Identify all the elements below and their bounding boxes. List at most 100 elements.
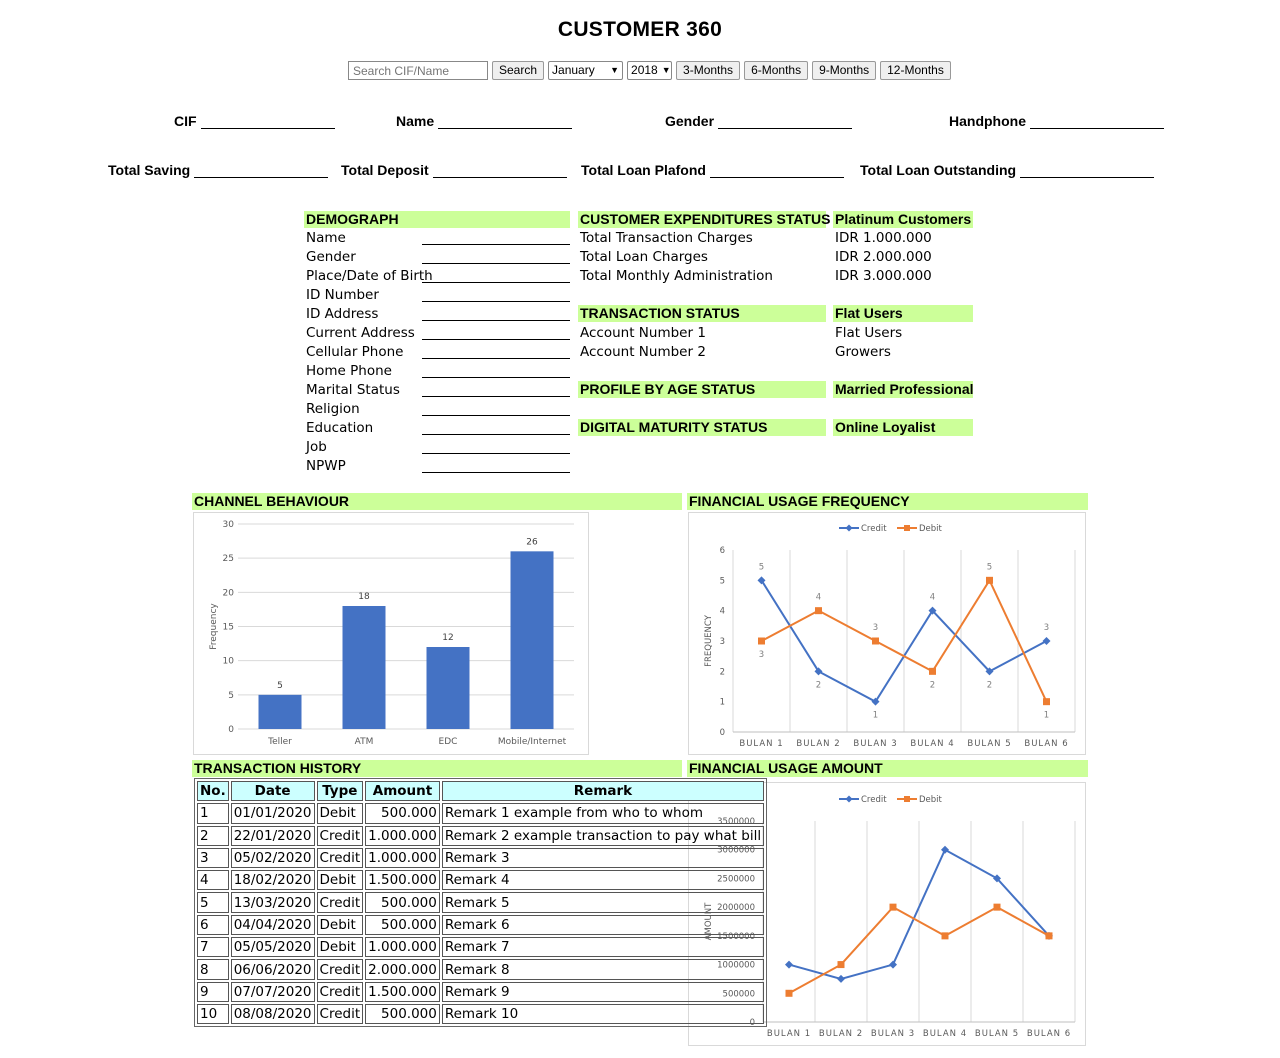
y-tick-label: 1500000 bbox=[717, 932, 755, 942]
search-input[interactable] bbox=[348, 61, 488, 80]
column-header-type: Type bbox=[316, 781, 364, 802]
demograph-field-label: Religion bbox=[306, 401, 360, 417]
x-tick-label: BULAN 4 bbox=[923, 1029, 967, 1039]
x-tick-label: BULAN 5 bbox=[975, 1029, 1019, 1039]
financial-usage-amount-header: FINANCIAL USAGE AMOUNT bbox=[687, 760, 1088, 777]
data-label: 3 bbox=[1044, 623, 1049, 633]
cell-remark: Remark 9 bbox=[441, 981, 765, 1002]
transaction-history-body: 1 01/01/2020 Debit 500.000 Remark 1 example … bbox=[197, 803, 765, 1025]
cell-type: Debit bbox=[316, 870, 364, 891]
y-tick-label: 3500000 bbox=[717, 817, 755, 827]
total-deposit-field: Total Deposit bbox=[341, 162, 567, 178]
total-loan-outstanding-value-line bbox=[1020, 164, 1155, 178]
legend-label: Debit bbox=[919, 524, 943, 534]
cell-type: Debit bbox=[316, 803, 364, 824]
period-12-months-button[interactable]: 12-Months bbox=[880, 61, 951, 80]
period-9-months-button[interactable]: 9-Months bbox=[812, 61, 877, 80]
cell-no: 3 bbox=[197, 847, 229, 869]
demograph-field-value-line bbox=[422, 263, 570, 264]
cell-no: 2 bbox=[197, 825, 229, 846]
demograph-field-value-line bbox=[422, 358, 570, 359]
profile-age-header: PROFILE BY AGE STATUS bbox=[578, 381, 826, 398]
data-point bbox=[1042, 637, 1051, 645]
x-tick-label: Teller bbox=[267, 737, 292, 747]
gender-label: Gender bbox=[665, 113, 715, 129]
data-label: 5 bbox=[759, 562, 764, 572]
period-6-months-button[interactable]: 6-Months bbox=[744, 61, 809, 80]
y-axis-label: AMOUNT bbox=[704, 902, 714, 940]
cell-type: Debit bbox=[316, 937, 364, 958]
financial-usage-amount-chart-svg: 0 500000 1000000 1500000 2000000 2500000 30000… bbox=[704, 795, 1076, 1039]
period-3-months-button[interactable]: 3-Months bbox=[676, 61, 741, 80]
data-point bbox=[889, 903, 897, 911]
data-label: 3 bbox=[759, 650, 764, 660]
transaction-history-table: No. Date Type Amount Remark 1 01/01/2020 D… bbox=[194, 778, 768, 1028]
search-button[interactable]: Search bbox=[492, 61, 545, 80]
month-select[interactable]: January ▼ bbox=[548, 61, 624, 80]
data-point bbox=[993, 903, 1001, 911]
profile-age-status-badge: Married Professional bbox=[833, 381, 974, 398]
month-select-value: January bbox=[552, 63, 595, 77]
y-tick-label: 20 bbox=[223, 588, 235, 598]
series-line bbox=[761, 578, 1048, 703]
cell-remark: Remark 3 bbox=[441, 847, 765, 869]
data-point bbox=[941, 845, 949, 854]
expenditure-value: IDR 2.000.000 bbox=[835, 249, 932, 265]
account-status-value: Flat Users bbox=[835, 325, 903, 341]
expenditures-header: CUSTOMER EXPENDITURES STATUS bbox=[578, 211, 831, 228]
demograph-field-value-line bbox=[422, 320, 570, 321]
data-point bbox=[1043, 698, 1050, 706]
chevron-down-icon: ▼ bbox=[661, 65, 671, 75]
demograph-field-label: Gender bbox=[306, 249, 356, 265]
y-tick-label: 0 bbox=[750, 1018, 755, 1028]
data-label: 1 bbox=[873, 711, 878, 721]
x-tick-label: Mobile/Internet bbox=[498, 737, 567, 747]
expenditure-label: Total Loan Charges bbox=[580, 249, 708, 265]
account-label: Account Number 1 bbox=[580, 325, 706, 341]
demograph-field-label: Cellular Phone bbox=[306, 344, 404, 360]
cell-remark: Remark 7 bbox=[441, 937, 765, 958]
demograph-field-value-line bbox=[422, 301, 570, 302]
demograph-field-label: Current Address bbox=[306, 325, 415, 341]
data-point bbox=[815, 607, 822, 615]
column-header-no: No. bbox=[197, 781, 229, 802]
handphone-value-line bbox=[1030, 115, 1164, 129]
bar-data-label: 12 bbox=[442, 633, 453, 643]
data-label: 1 bbox=[1044, 711, 1049, 721]
demograph-header: DEMOGRAPH bbox=[304, 211, 570, 228]
y-tick-label: 3000000 bbox=[717, 846, 755, 856]
table-row: 9 07/07/2020 Credit 1.500.000 Remark 9 bbox=[197, 981, 765, 1002]
demograph-field-value-line bbox=[422, 434, 570, 435]
cell-no: 6 bbox=[197, 914, 229, 936]
data-point bbox=[757, 576, 766, 585]
data-point bbox=[837, 961, 845, 969]
data-label: 2 bbox=[816, 680, 821, 690]
expenditure-value: IDR 3.000.000 bbox=[835, 268, 932, 284]
data-label: 2 bbox=[930, 680, 935, 690]
data-label: 3 bbox=[873, 623, 878, 633]
y-tick-label: 2 bbox=[720, 667, 725, 677]
total-loan-outstanding-field: Total Loan Outstanding bbox=[860, 162, 1155, 178]
y-tick-label: 2500000 bbox=[717, 874, 755, 884]
data-point bbox=[837, 974, 845, 983]
demograph-field-label: Home Phone bbox=[306, 363, 392, 379]
demograph-field-value-line bbox=[422, 415, 570, 416]
cell-no: 5 bbox=[197, 892, 229, 913]
data-point bbox=[993, 874, 1001, 883]
table-row: 1 01/01/2020 Debit 500.000 Remark 1 example … bbox=[197, 803, 765, 824]
cell-amount: 1.000.000 bbox=[365, 937, 440, 958]
cell-type: Credit bbox=[316, 1003, 364, 1025]
data-point bbox=[814, 667, 823, 676]
x-tick-label: BULAN 3 bbox=[871, 1029, 915, 1039]
cell-no: 8 bbox=[197, 959, 229, 980]
cell-amount: 1.500.000 bbox=[365, 981, 440, 1002]
demograph-field-label: ID Number bbox=[306, 287, 379, 303]
channel-behaviour-header: CHANNEL BEHAVIOUR bbox=[192, 493, 682, 510]
total-loan-outstanding-label: Total Loan Outstanding bbox=[860, 162, 1017, 178]
cell-amount: 500.000 bbox=[365, 892, 440, 913]
data-point bbox=[941, 932, 949, 940]
year-select[interactable]: 2018 ▼ bbox=[627, 61, 673, 80]
table-row: 6 04/04/2020 Debit 500.000 Remark 6 bbox=[197, 914, 765, 936]
demograph-field-label: NPWP bbox=[306, 458, 346, 474]
bar bbox=[342, 606, 386, 729]
